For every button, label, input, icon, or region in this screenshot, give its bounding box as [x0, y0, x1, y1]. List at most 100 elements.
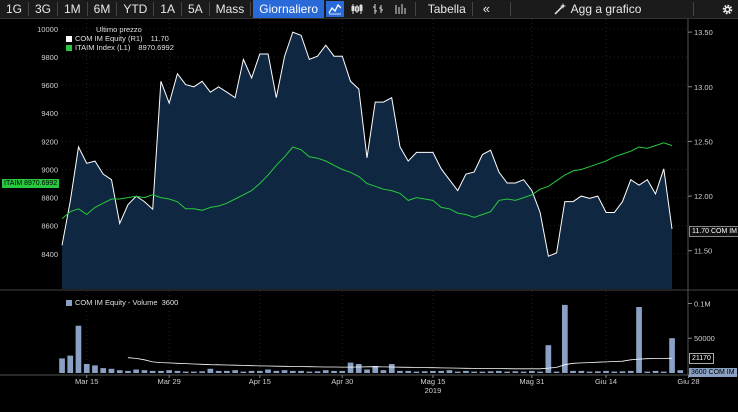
volume-bar — [207, 368, 214, 373]
axes: 8400 8600 8800 9000 9200 9400 9600 9800 10000 11.… — [37, 25, 715, 395]
line-chart-icon[interactable] — [326, 1, 344, 17]
left-tick-label: 9400 — [41, 109, 58, 118]
volume-bar — [191, 371, 197, 373]
volume-bar — [322, 370, 329, 373]
left-tick-label: 9800 — [41, 53, 58, 62]
legend-value-com: 11.70 — [150, 34, 169, 43]
volume-bar — [298, 370, 304, 373]
chart-area: 8400 8600 8800 9000 9200 9400 9600 9800 10000 11.… — [0, 19, 738, 407]
toolbar-divider — [414, 2, 416, 16]
period-6m-button[interactable]: 6M — [93, 2, 111, 16]
volume-bar — [619, 371, 626, 373]
volume-bar — [570, 370, 576, 373]
volume-bar — [636, 307, 642, 373]
volume-bar — [100, 368, 107, 373]
x-tick-label: Giu 14 — [595, 377, 617, 386]
collapse-button[interactable]: « — [482, 1, 490, 16]
volume-bar — [545, 345, 552, 373]
legend-axis-com: (R1) — [127, 34, 143, 43]
volume-bar — [83, 364, 90, 373]
volume-bar — [182, 371, 189, 373]
period-5a-button[interactable]: 5A — [187, 2, 203, 16]
volume-bar — [281, 370, 288, 373]
volume-right-tick-label: 50000 — [694, 334, 715, 343]
left-tick-label: 9600 — [41, 81, 58, 90]
volume-last-tag: 3600 COM IM — [689, 368, 737, 377]
toolbar-divider — [509, 2, 511, 16]
volume-bar — [586, 371, 593, 373]
volume-bar — [149, 370, 156, 373]
toolbar-divider — [116, 2, 118, 16]
period-ytd-button[interactable]: YTD — [123, 2, 148, 16]
volume-bar — [116, 370, 123, 373]
period-1a-button[interactable]: 1A — [160, 2, 175, 16]
volume-bar — [611, 371, 618, 373]
magic-wand-icon[interactable] — [551, 1, 569, 17]
right-tick-label: 12.50 — [694, 137, 713, 146]
toolbar-divider — [153, 2, 155, 16]
volume-bar — [438, 370, 444, 373]
legend-value-itaim: 8970.6992 — [138, 43, 174, 52]
volume-bar — [240, 371, 247, 373]
volume-bar — [471, 371, 477, 373]
volume-right-tick-label: 0.1M — [694, 299, 711, 308]
volume-average-tag: 21170 — [689, 353, 714, 364]
left-tick-label: 9000 — [41, 165, 58, 174]
right-tick-label: 13.50 — [694, 28, 713, 37]
x-tick-label: Mar 29 — [157, 377, 180, 386]
toolbar-divider — [208, 2, 210, 16]
com-line — [61, 31, 673, 257]
volume-average-path — [127, 357, 673, 370]
price-area-fill — [62, 32, 672, 289]
legend-entry-com: COM IM Equity (R1) 11.70 — [66, 34, 174, 43]
mountain-chart-icon[interactable] — [391, 1, 409, 17]
volume-bar — [141, 370, 148, 373]
legend-name-itaim: ITAIM Index — [75, 43, 115, 52]
gear-icon[interactable] — [718, 1, 736, 17]
volume-bar — [413, 371, 420, 373]
volume-bar — [108, 368, 115, 373]
volume-bar — [463, 370, 469, 373]
left-tick-label: 8400 — [41, 250, 58, 259]
volume-bar — [347, 362, 354, 373]
volume-bar — [125, 370, 131, 373]
volume-bar — [59, 358, 65, 373]
period-3g-button[interactable]: 3G — [35, 2, 52, 16]
add-to-chart-button[interactable]: Agg a grafico — [570, 2, 642, 16]
volume-bar — [133, 369, 139, 373]
x-tick-label: Mar 15 — [75, 377, 98, 386]
period-max-button[interactable]: Mass — [215, 2, 245, 16]
volume-bar — [397, 370, 403, 373]
volume-bar — [67, 355, 74, 373]
period-1g-button[interactable]: 1G — [6, 2, 23, 16]
legend-name-com: COM IM Equity — [75, 34, 126, 43]
volume-legend: COM IM Equity - Volume 3600 — [66, 298, 178, 307]
volume-bar — [355, 364, 362, 373]
volume-average-line — [127, 357, 673, 370]
toolbar-divider — [86, 2, 88, 16]
volume-bar — [553, 371, 560, 373]
candlestick-chart-icon[interactable] — [348, 1, 366, 17]
volume-bar — [199, 371, 205, 373]
legend-axis-itaim: (L1) — [116, 43, 131, 52]
table-button[interactable]: Tabella — [427, 2, 466, 16]
volume-bar — [248, 370, 255, 373]
volume-bar — [257, 370, 263, 373]
legend-swatch-volume — [66, 300, 72, 307]
volume-bar — [627, 370, 634, 373]
volume-bar — [224, 370, 230, 373]
volume-bar — [388, 364, 395, 373]
period-1m-button[interactable]: 1M — [64, 2, 81, 16]
left-tick-label: 8600 — [41, 222, 58, 231]
frequency-dropdown[interactable]: Giornaliero — [253, 0, 324, 18]
volume-bar — [512, 371, 519, 373]
volume-bar — [430, 370, 436, 373]
volume-bar — [372, 366, 379, 373]
ohlc-bar-icon[interactable] — [369, 1, 387, 17]
x-year-label: 2019 — [425, 386, 442, 395]
com-area — [62, 32, 672, 289]
volume-bar — [273, 370, 280, 373]
volume-bar — [405, 370, 412, 373]
legend-title: Ultimo prezzo — [96, 25, 142, 34]
price-lines — [61, 31, 673, 257]
